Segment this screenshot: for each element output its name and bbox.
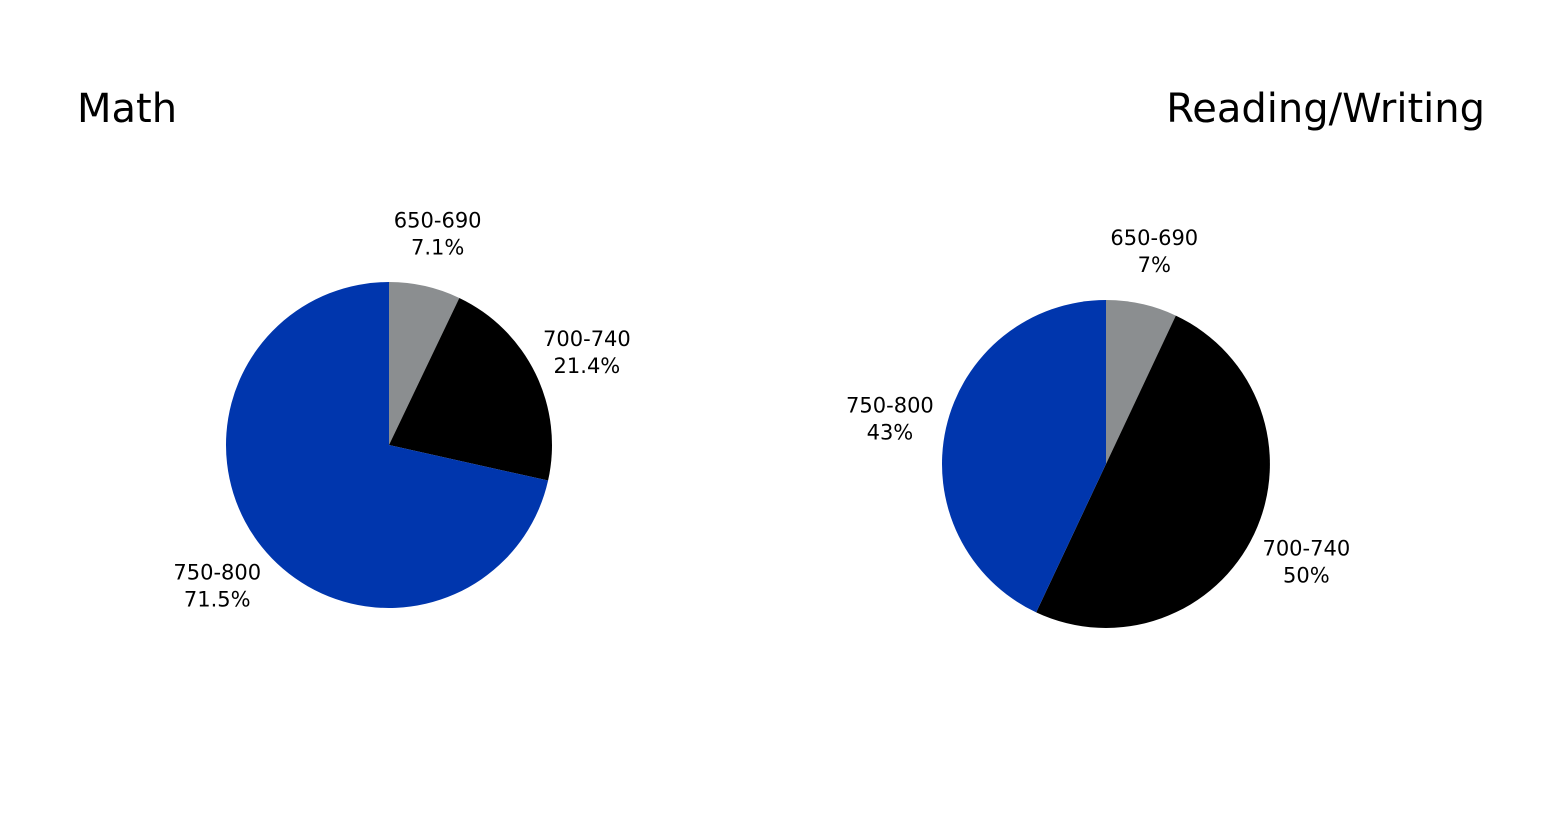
slice-label: 650-690 7.1% — [394, 208, 482, 259]
pie-slice — [225, 282, 549, 608]
value-label: 71.5% — [184, 588, 251, 612]
value-label: 7.1% — [411, 235, 464, 259]
category-label: 750-800 — [173, 561, 261, 585]
pie-slice — [389, 282, 460, 445]
category-label: 650-690 — [394, 208, 482, 232]
category-label: 650-690 — [1110, 226, 1198, 250]
category-label: 700-740 — [1262, 536, 1350, 560]
value-label: 21.4% — [554, 354, 621, 378]
value-label: 43% — [867, 421, 914, 445]
category-label: 700-740 — [543, 327, 631, 351]
slice-label: 650-690 7% — [1110, 226, 1198, 277]
pie-slice — [942, 300, 1106, 613]
chart-title: Reading/Writing — [1166, 86, 1485, 132]
pie-slice — [1106, 300, 1176, 464]
category-label: 750-800 — [846, 394, 934, 418]
value-label: 50% — [1283, 563, 1330, 587]
slice-label: 750-800 71.5% — [173, 561, 261, 612]
slice-label: 700-740 50% — [1262, 536, 1350, 587]
slice-label: 750-800 43% — [846, 394, 934, 445]
pie-slice — [389, 297, 552, 481]
slice-label: 700-740 21.4% — [543, 327, 631, 378]
chart-title: Math — [77, 86, 177, 132]
pie-slice — [1036, 315, 1270, 628]
value-label: 7% — [1138, 253, 1171, 277]
